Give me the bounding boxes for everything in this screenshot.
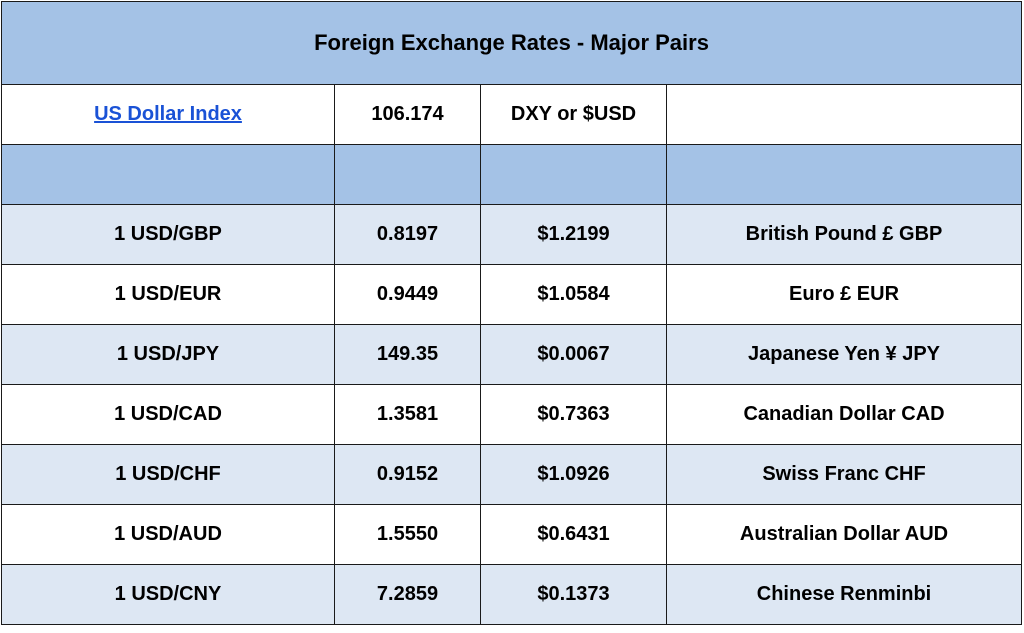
usd-value-cell: $0.1373	[480, 564, 667, 625]
dollar-index-value: 106.174	[334, 84, 481, 145]
rate-cell: 0.8197	[334, 204, 481, 265]
usd-value-cell: $0.6431	[480, 504, 667, 565]
rate-cell: 0.9449	[334, 264, 481, 325]
table-row: 1 USD/EUR 0.9449 $1.0584 Euro £ EUR	[1, 264, 1023, 325]
usd-value-cell: $1.2199	[480, 204, 667, 265]
table-row: 1 USD/AUD 1.5550 $0.6431 Australian Doll…	[1, 504, 1023, 565]
pair-cell: 1 USD/JPY	[1, 324, 335, 385]
spacer-cell	[334, 144, 481, 205]
rate-cell: 1.3581	[334, 384, 481, 445]
us-dollar-index-link[interactable]: US Dollar Index	[94, 103, 242, 125]
pair-cell: 1 USD/AUD	[1, 504, 335, 565]
rate-cell: 7.2859	[334, 564, 481, 625]
pair-cell: 1 USD/CHF	[1, 444, 335, 505]
table-row: 1 USD/JPY 149.35 $0.0067 Japanese Yen ¥ …	[1, 324, 1023, 385]
title-row: Foreign Exchange Rates - Major Pairs	[0, 1, 1023, 85]
dollar-index-cell: US Dollar Index	[1, 84, 335, 145]
usd-value-cell: $1.0584	[480, 264, 667, 325]
table-row: 1 USD/GBP 0.8197 $1.2199 British Pound £…	[1, 204, 1023, 265]
pair-cell: 1 USD/CNY	[1, 564, 335, 625]
rate-cell: 1.5550	[334, 504, 481, 565]
rate-cell: 149.35	[334, 324, 481, 385]
dollar-index-extra	[665, 84, 1023, 145]
usd-value-cell: $0.0067	[480, 324, 667, 385]
dollar-index-row: US Dollar Index 106.174 DXY or $USD	[1, 84, 1023, 145]
spacer-row	[1, 144, 1023, 205]
currency-name-cell: British Pound £ GBP	[665, 204, 1023, 265]
currency-name-cell: Swiss Franc CHF	[665, 444, 1023, 505]
currency-name-cell: Japanese Yen ¥ JPY	[665, 324, 1023, 385]
dollar-index-symbol: DXY or $USD	[480, 84, 667, 145]
pair-cell: 1 USD/CAD	[1, 384, 335, 445]
rate-cell: 0.9152	[334, 444, 481, 505]
pair-cell: 1 USD/GBP	[1, 204, 335, 265]
table-title: Foreign Exchange Rates - Major Pairs	[0, 1, 1023, 85]
usd-value-cell: $0.7363	[480, 384, 667, 445]
currency-name-cell: Chinese Renminbi	[665, 564, 1023, 625]
table-row: 1 USD/CAD 1.3581 $0.7363 Canadian Dollar…	[1, 384, 1023, 445]
currency-name-cell: Canadian Dollar CAD	[665, 384, 1023, 445]
usd-value-cell: $1.0926	[480, 444, 667, 505]
spacer-cell	[480, 144, 667, 205]
spacer-cell	[665, 144, 1023, 205]
pair-cell: 1 USD/EUR	[1, 264, 335, 325]
table-row: 1 USD/CHF 0.9152 $1.0926 Swiss Franc CHF	[1, 444, 1023, 505]
spacer-cell	[1, 144, 335, 205]
currency-name-cell: Euro £ EUR	[665, 264, 1023, 325]
table-row: 1 USD/CNY 7.2859 $0.1373 Chinese Renminb…	[1, 564, 1023, 625]
currency-name-cell: Australian Dollar AUD	[665, 504, 1023, 565]
